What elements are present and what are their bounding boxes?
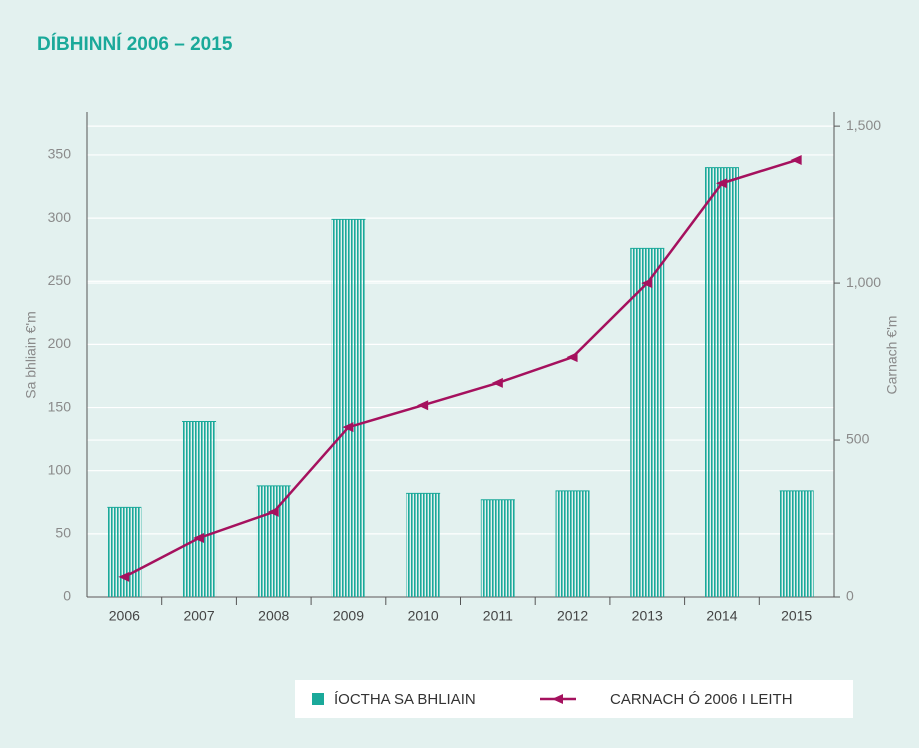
y-tick-label: 50 xyxy=(55,525,71,541)
bar xyxy=(256,485,291,597)
bar xyxy=(480,499,515,597)
line-marker xyxy=(193,532,205,543)
y2-tick-label: 1,000 xyxy=(846,274,881,290)
line-marker xyxy=(715,178,727,189)
x-tick-label: 2015 xyxy=(781,608,812,624)
y-tick-label: 100 xyxy=(48,461,72,477)
x-tick-label: 2008 xyxy=(258,608,289,624)
bar xyxy=(406,493,441,597)
y-tick-label: 0 xyxy=(63,588,71,604)
legend-swatch xyxy=(312,693,324,705)
y-axis-label: Sa bhliain €'m xyxy=(23,311,39,399)
line-marker xyxy=(790,155,802,166)
bar xyxy=(630,248,665,597)
x-tick-label: 2010 xyxy=(408,608,439,624)
x-tick-label: 2012 xyxy=(557,608,588,624)
chart-title: DÍBHINNÍ 2006 – 2015 xyxy=(37,33,233,55)
y-tick-label: 300 xyxy=(48,209,72,225)
line-marker xyxy=(491,377,503,388)
y-tick-label: 250 xyxy=(48,272,72,288)
bar xyxy=(779,490,814,597)
line-marker xyxy=(417,400,429,411)
bar xyxy=(107,507,142,597)
y2-tick-label: 1,500 xyxy=(846,117,881,133)
x-tick-label: 2014 xyxy=(706,608,737,624)
line-marker xyxy=(267,506,279,517)
bar xyxy=(555,490,590,597)
legend-label: ÍOCTHA SA BHLIAIN xyxy=(334,691,476,708)
y-tick-label: 350 xyxy=(48,146,72,162)
line-marker xyxy=(566,352,578,363)
y-tick-label: 200 xyxy=(48,335,72,351)
bar xyxy=(331,219,366,598)
x-tick-label: 2013 xyxy=(632,608,663,624)
x-tick-label: 2007 xyxy=(183,608,214,624)
y2-axis-label: Carnach €'m xyxy=(884,316,900,395)
line-marker xyxy=(342,422,354,433)
legend-label: CARNACH Ó 2006 I LEITH xyxy=(610,691,793,708)
line-marker xyxy=(641,278,653,289)
line xyxy=(123,158,798,579)
y-tick-label: 150 xyxy=(48,398,72,414)
bar xyxy=(182,421,217,597)
y2-tick-label: 0 xyxy=(846,588,854,604)
x-tick-label: 2006 xyxy=(109,608,140,624)
line-marker xyxy=(118,571,130,582)
x-tick-label: 2011 xyxy=(483,608,513,624)
x-tick-label: 2009 xyxy=(333,608,364,624)
bar xyxy=(704,167,739,597)
y2-tick-label: 500 xyxy=(846,431,870,447)
legend-marker xyxy=(552,694,563,704)
